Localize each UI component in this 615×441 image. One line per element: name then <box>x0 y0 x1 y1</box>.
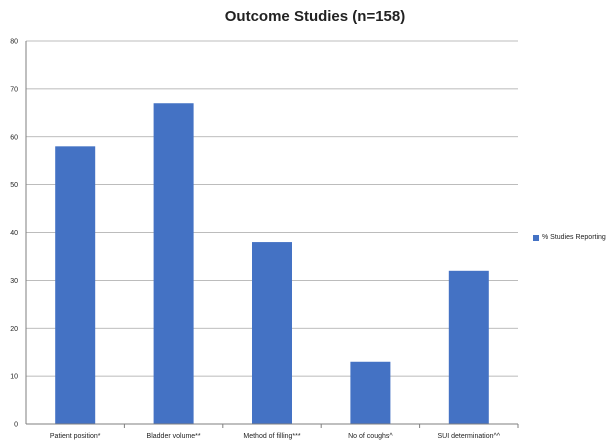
bar-2 <box>252 242 292 424</box>
legend-swatch <box>533 235 539 241</box>
x-tick-label: SUI determination^^ <box>437 433 500 440</box>
bar-3 <box>350 362 390 424</box>
y-tick-label: 70 <box>10 86 18 93</box>
y-tick-label: 60 <box>10 134 18 141</box>
bar-0 <box>55 146 95 424</box>
y-tick-label: 40 <box>10 230 18 237</box>
x-tick-label: No of coughs^ <box>348 433 393 440</box>
bar-1 <box>154 103 194 424</box>
legend-label: % Studies Reporting <box>542 234 606 241</box>
x-tick-label: Bladder volume** <box>147 433 201 440</box>
y-tick-label: 30 <box>10 278 18 285</box>
bar-4 <box>449 271 489 424</box>
y-tick-label: 50 <box>10 182 18 189</box>
y-tick-label: 80 <box>10 39 18 46</box>
legend: % Studies Reporting <box>533 234 606 241</box>
y-tick-label: 10 <box>10 374 18 381</box>
x-tick-label: Method of filling*** <box>243 433 300 440</box>
y-tick-label: 0 <box>14 422 18 429</box>
y-tick-label: 20 <box>10 326 18 333</box>
x-tick-label: Patient position* <box>50 433 101 440</box>
